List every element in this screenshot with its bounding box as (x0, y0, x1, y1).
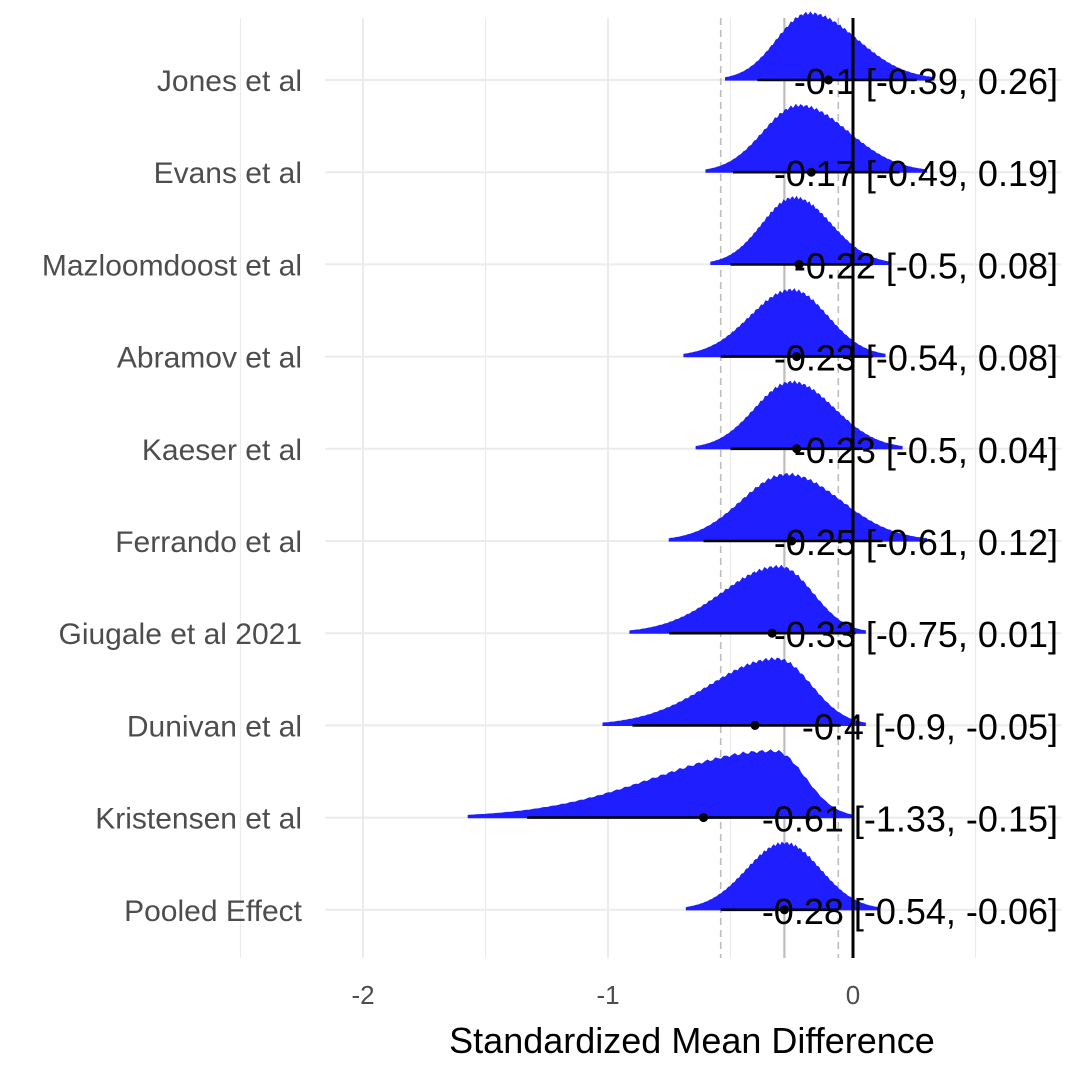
estimate-label: -0.4 [-0.9, -0.05] (802, 706, 1058, 747)
point-estimate (699, 813, 709, 823)
density-ridge (695, 380, 903, 450)
estimate-label: -0.33 [-0.75, 0.01] (774, 614, 1058, 655)
estimate-label: -0.22 [-0.5, 0.08] (794, 245, 1058, 286)
estimate-label: -0.17 [-0.49, 0.19] (774, 153, 1058, 194)
density-ridge (668, 472, 928, 542)
density-ridge (602, 657, 866, 726)
study-label: Mazloomdoost et al (42, 249, 302, 282)
estimate-label: -0.28 [-0.54, -0.06] (762, 891, 1058, 932)
estimate-label: -0.23 [-0.5, 0.04] (794, 430, 1058, 471)
density-ridge (705, 103, 928, 173)
x-tick-label: 0 (846, 980, 860, 1010)
study-label: Evans et al (154, 157, 302, 190)
study-label: Abramov et al (117, 342, 302, 375)
x-axis-title: Standardized Mean Difference (449, 1020, 935, 1061)
study-label: Kristensen et al (95, 803, 302, 836)
point-estimate (824, 75, 833, 85)
point-estimate (767, 628, 777, 638)
point-estimate (750, 720, 760, 730)
point-estimate (787, 536, 797, 546)
density-ridge (467, 749, 854, 819)
estimate-label: -0.23 [-0.54, 0.08] (774, 338, 1058, 379)
density-layer (467, 11, 935, 911)
study-label: Giugale et al 2021 (58, 618, 302, 651)
point-estimate (794, 259, 804, 269)
density-ridge (629, 564, 866, 634)
study-label: Pooled Effect (124, 895, 303, 928)
study-label: Kaeser et al (142, 434, 302, 467)
density-ridge (710, 195, 891, 265)
x-tick-labels: -2 -1 0 (351, 980, 860, 1010)
density-ridge (725, 11, 935, 81)
point-estimate (792, 352, 802, 362)
point-estimate (806, 167, 816, 177)
x-tick-label: -2 (351, 980, 374, 1010)
density-ridge (685, 841, 879, 911)
study-label: Jones et al (157, 65, 302, 98)
estimate-label: -0.25 [-0.61, 0.12] (774, 522, 1058, 563)
point-estimate (792, 444, 802, 454)
study-label: Ferrando et al (115, 526, 302, 559)
ci-layer (527, 18, 917, 958)
estimate-label: -0.1 [-0.39, 0.26] (794, 61, 1058, 102)
study-labels: Jones et al Evans et al Mazloomdoost et al… (42, 65, 303, 928)
study-label: Dunivan et al (127, 710, 302, 743)
estimate-labels: -0.1 [-0.39, 0.26] -0.17 [-0.49, 0.19] -0.… (762, 61, 1058, 932)
x-tick-label: -1 (596, 980, 619, 1010)
point-estimate (779, 905, 789, 915)
estimate-label: -0.61 [-1.33, -0.15] (762, 799, 1058, 840)
